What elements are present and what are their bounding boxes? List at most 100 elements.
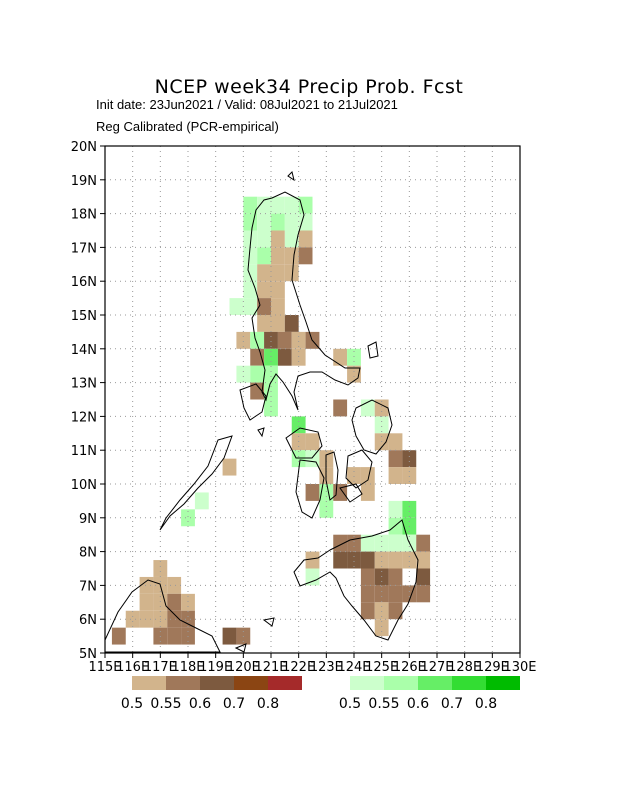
wet-legend-label: 0.8 <box>475 696 497 712</box>
probability-cell <box>250 382 265 400</box>
lat-tick-label: 8N <box>79 546 97 561</box>
probability-cell <box>284 196 299 214</box>
probability-cell <box>333 348 348 366</box>
lon-tick-label: 121E <box>254 660 287 675</box>
lon-tick-label: 126E <box>393 660 426 675</box>
dry-legend-swatch <box>268 676 302 690</box>
mindanao-coastline <box>293 519 419 641</box>
probability-cell <box>257 230 271 248</box>
probability-cell <box>271 196 285 214</box>
dry-legend-swatch <box>200 676 234 690</box>
probability-cell <box>181 593 195 611</box>
dry-legend-label: 0.5 <box>121 696 143 712</box>
probability-cell <box>139 576 154 594</box>
probability-cell <box>271 247 285 265</box>
lon-tick-label: 125E <box>365 660 398 675</box>
dry-legend-label: 0.8 <box>257 696 279 712</box>
probability-cell <box>257 247 271 265</box>
probability-cell <box>360 534 375 552</box>
wet-legend-label: 0.55 <box>368 696 399 712</box>
probability-cell <box>257 281 271 299</box>
lon-tick-label: 116E <box>116 660 149 675</box>
probability-cell <box>416 551 431 569</box>
probability-cell <box>243 264 258 282</box>
wet-legend-swatch <box>486 676 520 690</box>
probability-cell <box>229 298 244 315</box>
probability-cell <box>284 213 299 231</box>
probability-cell <box>271 264 285 282</box>
lat-tick-label: 10N <box>71 478 97 493</box>
lat-tick-label: 9N <box>79 512 97 527</box>
wet-legend-label: 0.7 <box>441 696 463 712</box>
probability-cell <box>388 568 403 586</box>
probability-cell <box>167 593 182 611</box>
probability-cell <box>257 315 271 332</box>
probability-cell <box>271 315 285 332</box>
probability-cell <box>388 433 403 451</box>
probability-cell <box>416 534 431 552</box>
negros-coastline <box>295 459 325 519</box>
wet-legend-swatch <box>384 676 418 690</box>
lat-tick-label: 6N <box>79 613 97 628</box>
lat-tick-label: 17N <box>71 241 97 256</box>
init-valid-dates: Init date: 23Jun2021 / Valid: 08Jul2021 … <box>96 97 398 112</box>
probability-cell <box>298 213 313 231</box>
probability-cell <box>271 230 285 248</box>
probability-cell <box>167 610 182 628</box>
probability-cell <box>402 450 417 468</box>
lon-tick-label: 118E <box>171 660 204 675</box>
probability-cell <box>250 348 265 366</box>
probability-cell <box>374 585 389 603</box>
probability-cell <box>305 484 320 501</box>
probability-cell <box>360 568 375 586</box>
probability-cell <box>257 298 271 315</box>
probability-cell <box>360 467 375 484</box>
probability-cell <box>243 298 258 315</box>
probability-cell <box>284 230 299 248</box>
probability-cell <box>222 627 237 645</box>
probability-cell <box>250 331 265 349</box>
lat-tick-label: 15N <box>71 309 97 324</box>
calibration-method: Reg Calibrated (PCR-empirical) <box>96 119 279 134</box>
probability-cell <box>236 365 251 383</box>
cebu-coastline <box>325 451 339 501</box>
probability-cell <box>291 348 306 366</box>
probability-cell <box>305 551 320 569</box>
probability-cell <box>243 196 258 214</box>
map-title: NCEP week34 Precip Prob. Fcst <box>154 76 464 98</box>
probability-cell <box>181 610 195 628</box>
sulu-islet2-coastline <box>262 617 275 627</box>
coastline <box>104 171 419 653</box>
lat-tick-label: 12N <box>71 410 97 425</box>
lat-tick-label: 18N <box>71 208 97 223</box>
probability-cell <box>153 560 168 577</box>
probability-cell <box>374 619 389 637</box>
samar-coastline <box>351 399 393 455</box>
probability-cell <box>291 331 306 349</box>
lon-tick-label: 120E <box>227 660 260 675</box>
map-axes: 5N 6N 7N 8N 9N 10N 11N 12N 13N 14N 15N 16N 17N 18N 19N… <box>71 140 537 675</box>
luzon-coastline <box>247 191 361 411</box>
probability-cell <box>305 433 320 451</box>
probability-legend: 0.5 0.55 0.6 0.7 0.8 0.5 0.55 0.6 0.7 0.8 <box>121 676 520 712</box>
probability-cell <box>388 450 403 468</box>
bohol-coastline <box>339 483 363 503</box>
map-gridlines <box>105 146 520 653</box>
lat-tick-label: 11N <box>71 444 97 459</box>
probability-cell <box>347 551 361 569</box>
wet-legend-swatch <box>350 676 384 690</box>
cuyo-islet-coastline <box>257 427 265 438</box>
dry-legend-label: 0.6 <box>189 696 211 712</box>
probability-cell <box>194 492 209 510</box>
probability-cell <box>360 602 375 620</box>
lon-tick-label: 128E <box>448 660 481 675</box>
probability-cell <box>243 247 258 265</box>
lon-tick-label: 124E <box>337 660 370 675</box>
probability-cell <box>264 365 278 383</box>
probability-cell <box>388 602 403 620</box>
lat-tick-label: 16N <box>71 275 97 290</box>
probability-cell <box>402 467 417 484</box>
probability-cell <box>243 213 258 231</box>
probability-cell <box>360 484 375 501</box>
